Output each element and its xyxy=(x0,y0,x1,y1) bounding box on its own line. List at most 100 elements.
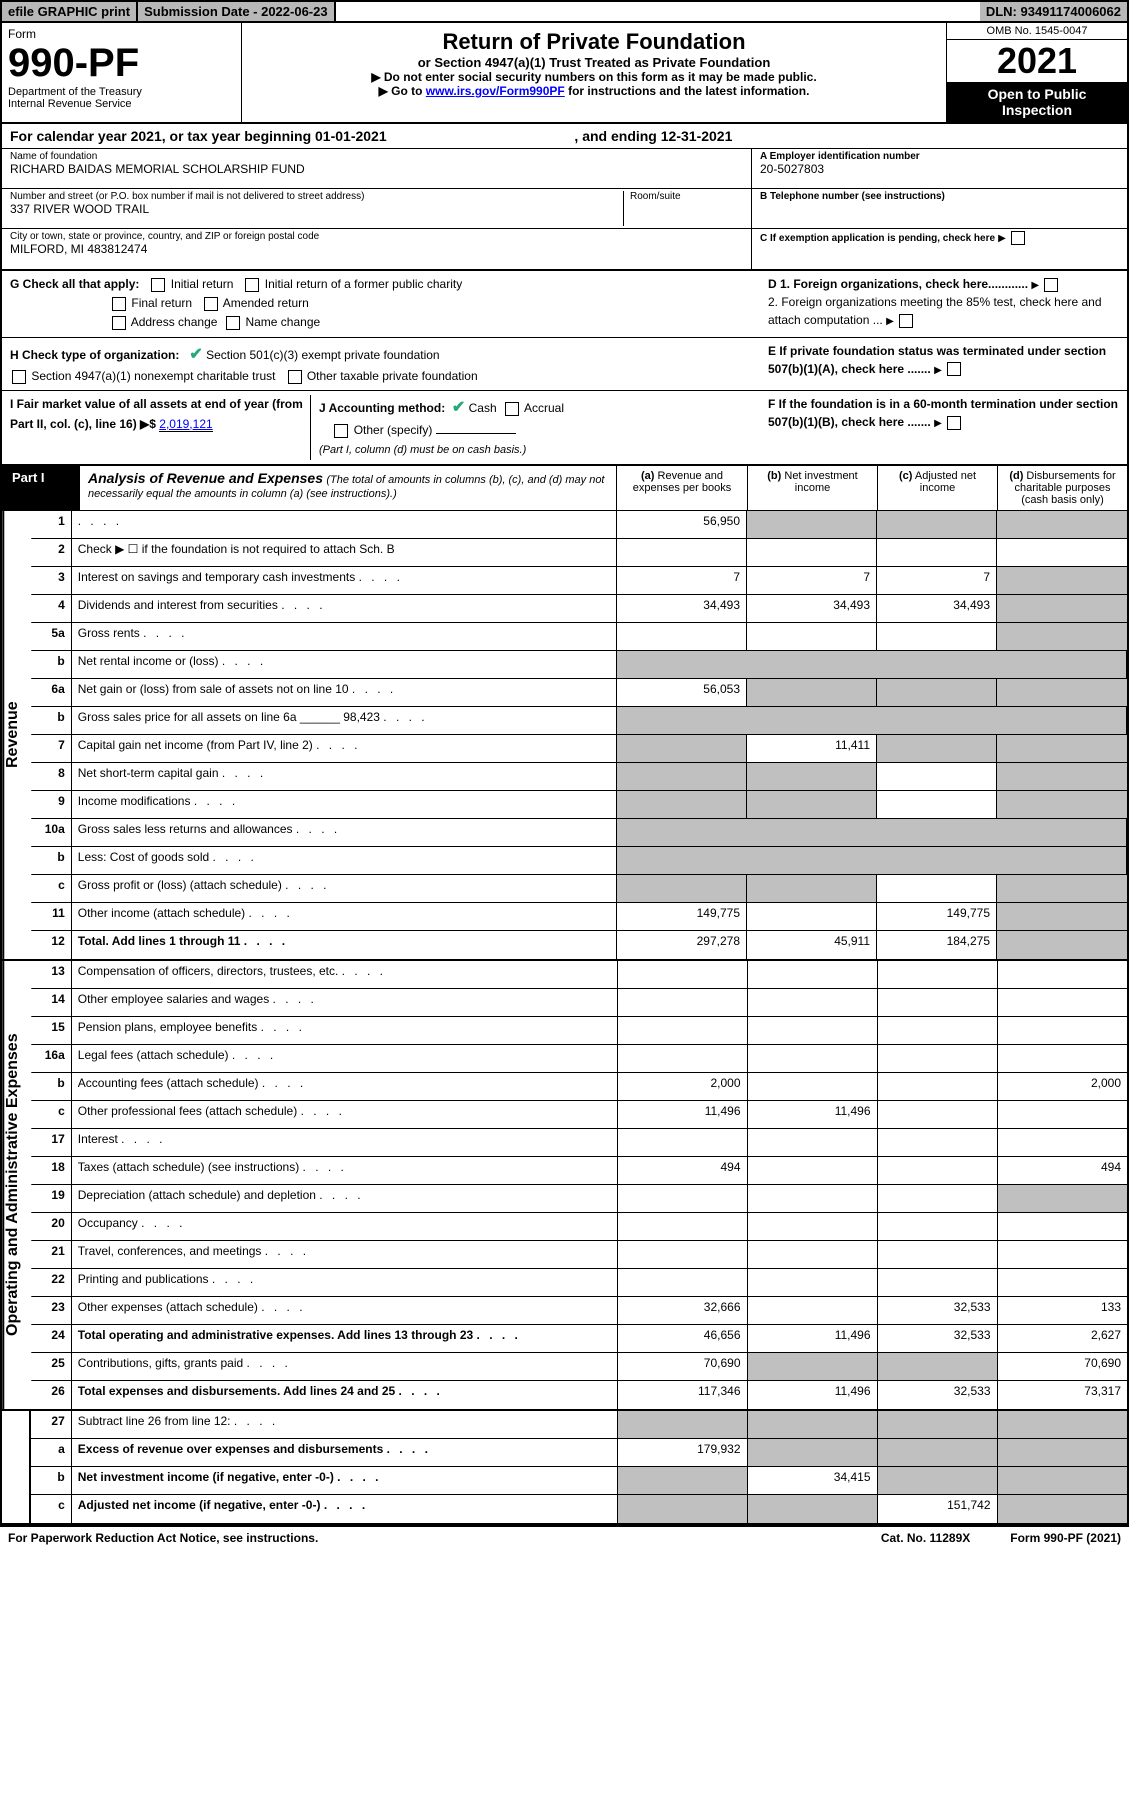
efile-label[interactable]: efile GRAPHIC print xyxy=(2,2,138,21)
c-checkbox[interactable] xyxy=(1011,231,1025,245)
col-c-val xyxy=(877,735,997,763)
col-c-val: 34,493 xyxy=(877,595,997,623)
line-desc: Net short-term capital gain . . . . xyxy=(71,763,616,791)
j-label: J Accounting method: xyxy=(319,401,445,415)
cal-end: 12-31-2021 xyxy=(661,128,733,144)
col-b-val xyxy=(747,1185,877,1213)
calendar-year-row: For calendar year 2021, or tax year begi… xyxy=(2,124,1127,149)
col-c-val: 32,533 xyxy=(877,1325,997,1353)
address-change-checkbox[interactable] xyxy=(112,316,126,330)
col-b-val xyxy=(747,1017,877,1045)
h2-checkbox[interactable] xyxy=(12,370,26,384)
line-num: 18 xyxy=(31,1157,71,1185)
d2-checkbox[interactable] xyxy=(899,314,913,328)
table-row: bNet investment income (if negative, ent… xyxy=(31,1467,1127,1495)
table-row: cAdjusted net income (if negative, enter… xyxy=(31,1495,1127,1523)
line-num: 3 xyxy=(31,567,71,595)
other-checkbox[interactable] xyxy=(334,424,348,438)
col-a-val: 494 xyxy=(617,1157,747,1185)
ein-label: A Employer identification number xyxy=(760,151,1119,162)
table-row: 23Other expenses (attach schedule) . . .… xyxy=(31,1297,1127,1325)
line-num: a xyxy=(31,1439,71,1467)
col-a-val xyxy=(617,1185,747,1213)
name-change-checkbox[interactable] xyxy=(226,316,240,330)
g-opt-3: Amended return xyxy=(223,296,309,310)
col-d-val xyxy=(997,1467,1127,1495)
amended-return-checkbox[interactable] xyxy=(204,297,218,311)
col-b-val xyxy=(747,539,877,567)
instr-pre: ▶ Go to xyxy=(379,84,426,98)
check-row-g: G Check all that apply: Initial return I… xyxy=(2,271,1127,338)
initial-return-checkbox[interactable] xyxy=(151,278,165,292)
fmv-value[interactable]: 2,019,121 xyxy=(159,417,212,432)
table-row: 14Other employee salaries and wages . . … xyxy=(31,989,1127,1017)
irs-link[interactable]: www.irs.gov/Form990PF xyxy=(426,84,565,98)
col-d-val xyxy=(997,875,1127,903)
line-desc: Interest . . . . xyxy=(71,1129,617,1157)
foundation-name: RICHARD BAIDAS MEMORIAL SCHOLARSHIP FUND xyxy=(10,162,743,176)
line-desc: Accounting fees (attach schedule) . . . … xyxy=(71,1073,617,1101)
line-desc: Depreciation (attach schedule) and deple… xyxy=(71,1185,617,1213)
line-desc: Total operating and administrative expen… xyxy=(71,1325,617,1353)
table-row: 13Compensation of officers, directors, t… xyxy=(31,961,1127,989)
col-c-val xyxy=(877,679,997,707)
line-num: 4 xyxy=(31,595,71,623)
line-desc: Contributions, gifts, grants paid . . . … xyxy=(71,1353,617,1381)
col-a-val: 46,656 xyxy=(617,1325,747,1353)
col-a-val: 56,950 xyxy=(617,511,747,539)
col-a-val: 117,346 xyxy=(617,1381,747,1409)
table-row: 26Total expenses and disbursements. Add … xyxy=(31,1381,1127,1409)
col-c-head: (c) Adjusted net income xyxy=(877,466,997,510)
col-d-val xyxy=(997,989,1127,1017)
table-row: 22Printing and publications . . . . xyxy=(31,1269,1127,1297)
line-desc: Printing and publications . . . . xyxy=(71,1269,617,1297)
part1-label: Part I xyxy=(2,466,55,489)
e-checkbox[interactable] xyxy=(947,362,961,376)
line-desc: Other income (attach schedule) . . . . xyxy=(71,903,616,931)
part1-heading: Analysis of Revenue and Expenses xyxy=(88,470,323,486)
g-opt-2: Final return xyxy=(131,296,192,310)
open-to-public: Open to Public Inspection xyxy=(947,82,1127,122)
check-icon: ✔ xyxy=(452,399,465,416)
table-row: 24Total operating and administrative exp… xyxy=(31,1325,1127,1353)
arrow-icon xyxy=(886,313,894,327)
col-d-val xyxy=(997,791,1127,819)
col-b-val xyxy=(747,1411,877,1439)
table-row: 6aNet gain or (loss) from sale of assets… xyxy=(31,679,1126,707)
h3-checkbox[interactable] xyxy=(288,370,302,384)
accrual-checkbox[interactable] xyxy=(505,402,519,416)
expenses-section: Operating and Administrative Expenses 13… xyxy=(2,959,1127,1409)
col-b-val xyxy=(747,679,877,707)
col-a-head: (a) (a) Revenue and expenses per booksRe… xyxy=(617,466,747,510)
col-d-val xyxy=(997,511,1127,539)
table-row: 16aLegal fees (attach schedule) . . . . xyxy=(31,1045,1127,1073)
room-label: Room/suite xyxy=(630,191,743,202)
line-num: 20 xyxy=(31,1213,71,1241)
col-c-val: 7 xyxy=(877,567,997,595)
col-b-val xyxy=(747,511,877,539)
col-b-val xyxy=(747,1269,877,1297)
final-return-checkbox[interactable] xyxy=(112,297,126,311)
instr-post: for instructions and the latest informat… xyxy=(565,84,810,98)
col-a-val: 11,496 xyxy=(617,1101,747,1129)
col-d-val xyxy=(997,539,1127,567)
initial-former-checkbox[interactable] xyxy=(245,278,259,292)
col-d-val xyxy=(997,623,1127,651)
form-subtitle: or Section 4947(a)(1) Trust Treated as P… xyxy=(248,55,940,70)
col-d-val xyxy=(997,1129,1127,1157)
line-num: b xyxy=(31,847,71,875)
col-b-val: 7 xyxy=(747,567,877,595)
col-b-val xyxy=(747,1045,877,1073)
f-checkbox[interactable] xyxy=(947,416,961,430)
col-a-val xyxy=(617,961,747,989)
col-b-val: 11,496 xyxy=(747,1325,877,1353)
d1-checkbox[interactable] xyxy=(1044,278,1058,292)
city-label: City or town, state or province, country… xyxy=(10,231,743,242)
line-num: 26 xyxy=(31,1381,71,1409)
line-num: 22 xyxy=(31,1269,71,1297)
line-num: 21 xyxy=(31,1241,71,1269)
col-b-val: 45,911 xyxy=(747,931,877,959)
footer-left: For Paperwork Reduction Act Notice, see … xyxy=(8,1531,318,1545)
foundation-name-cell: Name of foundation RICHARD BAIDAS MEMORI… xyxy=(2,149,751,189)
col-d-val xyxy=(997,1495,1127,1523)
